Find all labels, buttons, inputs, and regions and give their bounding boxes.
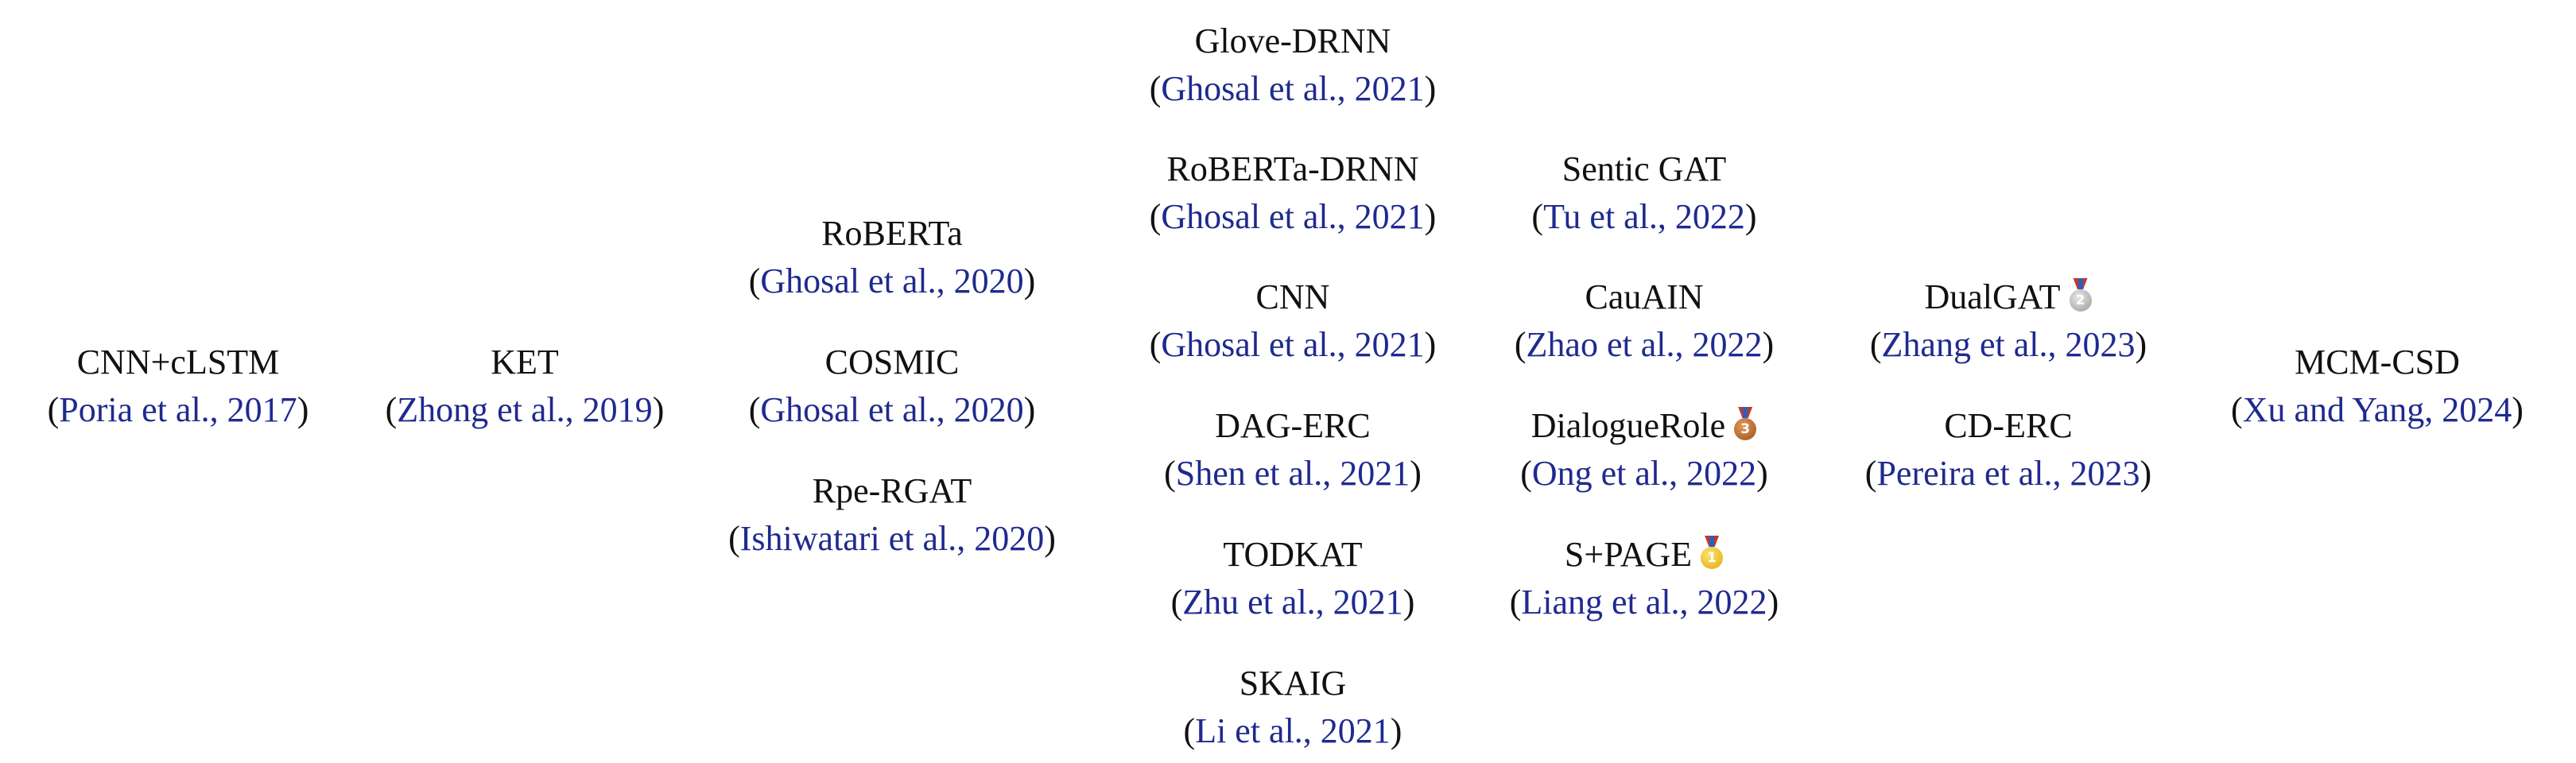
model-entry: Rpe-RGAT (Ishiwatari et al., 2020) [717,467,1067,563]
model-entry: CauAIN (Zhao et al., 2022) [1469,273,1819,369]
model-name: Sentic GAT [1469,145,1819,193]
citation-link[interactable]: Pereira et al., 2023 [1876,454,2140,493]
bronze-medal-icon: 3 [1733,407,1757,443]
medal-rank: 2 [2069,289,2092,312]
model-name-text: CD-ERC [1944,406,2073,445]
model-name: RoBERTa-DRNN [1118,145,1468,193]
model-name-text: SKAIG [1239,664,1347,703]
model-name-text: Glove-DRNN [1194,21,1391,60]
silver-medal-icon: 2 [2069,278,2093,315]
model-name: COSMIC [717,339,1067,386]
model-name-text: CNN [1255,277,1330,316]
model-entry: DualGAT 2 (Zhang et al., 2023) [1833,273,2183,369]
model-name-text: RoBERTa [821,214,963,253]
citation-link[interactable]: Xu and Yang, 2024 [2242,390,2512,429]
citation-link[interactable]: Liang et al., 2022 [1521,583,1767,622]
citation: (Ghosal et al., 2020) [748,261,1036,300]
model-entry: DialogueRole 3 (Ong et al., 2022) [1469,402,1819,498]
citation: (Ishiwatari et al., 2020) [728,519,1056,558]
citation: (Ghosal et al., 2021) [1149,197,1437,236]
model-name-text: KET [491,343,559,382]
model-name-text: CNN+cLSTM [76,343,280,382]
model-name-text: RoBERTa-DRNN [1166,149,1419,188]
model-name: SKAIG [1118,660,1468,707]
model-entry: MCM-CSD (Xu and Yang, 2024) [2202,339,2552,434]
model-name-text: DAG-ERC [1215,406,1371,445]
citation: (Poria et al., 2017) [47,390,309,429]
model-entry: TODKAT (Zhu et al., 2021) [1118,531,1468,626]
model-entry: Sentic GAT (Tu et al., 2022) [1469,145,1819,241]
citation-link[interactable]: Ghosal et al., 2020 [760,390,1024,429]
model-name: DualGAT 2 [1833,273,2183,321]
model-name: Glove-DRNN [1118,17,1468,65]
model-name-text: DualGAT [1924,277,2061,316]
citation: (Zhu et al., 2021) [1170,583,1415,622]
model-entry: KET (Zhong et al., 2019) [350,339,700,434]
citation-link[interactable]: Ishiwatari et al., 2020 [739,519,1045,558]
model-entry: DAG-ERC (Shen et al., 2021) [1118,402,1468,498]
model-entry: SKAIG (Li et al., 2021) [1118,660,1468,755]
citation-link[interactable]: Ghosal et al., 2021 [1161,325,1425,364]
medal-rank: 3 [1734,418,1757,440]
citation: (Zhong et al., 2019) [385,390,665,429]
citation-link[interactable]: Ghosal et al., 2021 [1161,197,1425,236]
model-entry: COSMIC (Ghosal et al., 2020) [717,339,1067,434]
model-name-text: TODKAT [1223,535,1363,574]
citation-link[interactable]: Ghosal et al., 2021 [1161,69,1425,108]
model-name: CauAIN [1469,273,1819,321]
model-name: S+PAGE 1 [1469,531,1819,579]
citation: (Tu et al., 2022) [1531,197,1757,236]
model-name: DAG-ERC [1118,402,1468,450]
citation-link[interactable]: Li et al., 2021 [1195,711,1391,750]
model-name-text: CauAIN [1585,277,1704,316]
model-name: Rpe-RGAT [717,467,1067,515]
model-name: CNN+cLSTM [3,339,353,386]
model-name: RoBERTa [717,210,1067,258]
citation-link[interactable]: Zhong et al., 2019 [397,390,653,429]
citation: (Ong et al., 2022) [1520,454,1768,493]
citation-link[interactable]: Ghosal et al., 2020 [760,261,1024,300]
model-name: TODKAT [1118,531,1468,579]
citation-link[interactable]: Zhang et al., 2023 [1881,325,2136,364]
citation: (Ghosal et al., 2021) [1149,69,1437,108]
model-entry: RoBERTa (Ghosal et al., 2020) [717,210,1067,305]
model-name: MCM-CSD [2202,339,2552,386]
citation: (Shen et al., 2021) [1164,454,1422,493]
model-entry: CD-ERC (Pereira et al., 2023) [1833,402,2183,498]
citation: (Liang et al., 2022) [1509,583,1779,622]
citation-link[interactable]: Zhao et al., 2022 [1526,325,1763,364]
model-name: CNN [1118,273,1468,321]
citation-link[interactable]: Poria et al., 2017 [59,390,297,429]
medal-rank: 1 [1701,547,1724,569]
citation: (Ghosal et al., 2021) [1149,325,1437,364]
citation: (Zhao et al., 2022) [1514,325,1775,364]
model-name: KET [350,339,700,386]
model-name-text: S+PAGE [1564,535,1693,574]
citation-link[interactable]: Tu et al., 2022 [1543,197,1745,236]
citation: (Li et al., 2021) [1183,711,1402,750]
citation: (Xu and Yang, 2024) [2231,390,2524,429]
citation-link[interactable]: Zhu et al., 2021 [1182,583,1403,622]
model-name-text: DialogueRole [1530,406,1726,445]
model-entry: S+PAGE 1 (Liang et al., 2022) [1469,531,1819,626]
model-entry: CNN+cLSTM (Poria et al., 2017) [3,339,353,434]
model-name: CD-ERC [1833,402,2183,450]
citation: (Pereira et al., 2023) [1864,454,2152,493]
model-name-text: Rpe-RGAT [812,471,972,510]
model-entry: CNN (Ghosal et al., 2021) [1118,273,1468,369]
citation: (Zhang et al., 2023) [1869,325,2147,364]
model-entry: Glove-DRNN (Ghosal et al., 2021) [1118,17,1468,113]
model-name-text: MCM-CSD [2295,343,2460,382]
model-entry: RoBERTa-DRNN (Ghosal et al., 2021) [1118,145,1468,241]
model-name: DialogueRole 3 [1469,402,1819,450]
gold-medal-icon: 1 [1700,536,1724,572]
citation-link[interactable]: Ong et al., 2022 [1531,454,1757,493]
model-name-text: COSMIC [824,343,960,382]
model-name-text: Sentic GAT [1562,149,1727,188]
citation-link[interactable]: Shen et al., 2021 [1175,454,1410,493]
citation: (Ghosal et al., 2020) [748,390,1036,429]
